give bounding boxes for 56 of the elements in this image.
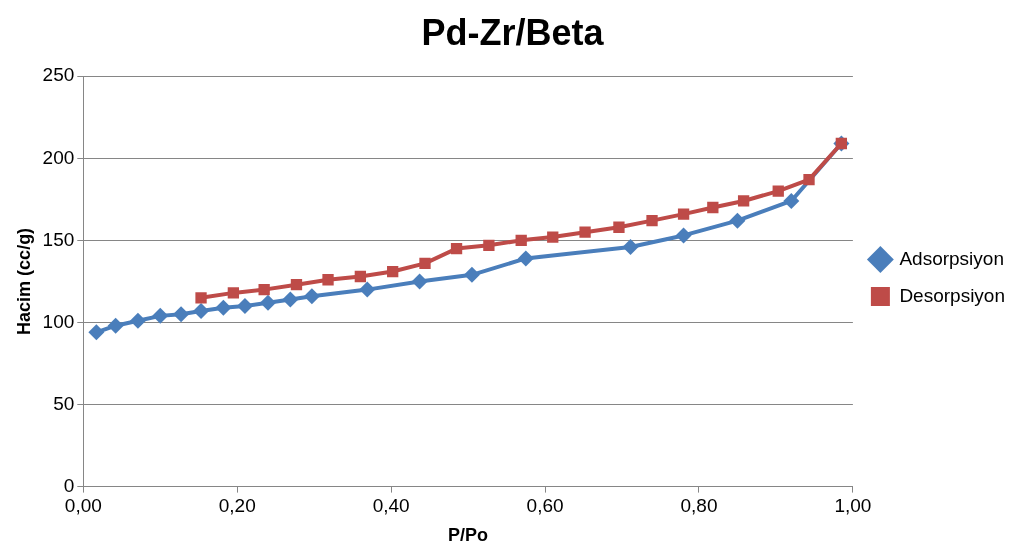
point — [707, 201, 719, 214]
point — [173, 306, 190, 323]
point — [450, 242, 463, 255]
point — [646, 215, 658, 227]
point — [411, 273, 428, 290]
y-tick-label: 100 — [42, 310, 75, 332]
point — [463, 266, 480, 283]
point — [282, 291, 299, 308]
point — [483, 239, 495, 251]
point — [517, 250, 534, 267]
point — [129, 312, 146, 329]
point — [359, 281, 376, 298]
point — [260, 294, 276, 311]
x-axis-title: P/Po — [448, 525, 489, 546]
point — [579, 226, 591, 238]
x-tick-label: 0,60 — [526, 495, 564, 517]
y-tick-label: 150 — [42, 228, 75, 250]
point — [675, 227, 692, 244]
point — [195, 292, 207, 304]
point — [803, 173, 815, 186]
chart-title: Pd-Zr/Beta — [421, 11, 605, 53]
point — [227, 287, 240, 299]
point — [515, 234, 527, 247]
y-axis-title: Hacim (cc/g) — [13, 227, 34, 335]
point — [387, 265, 399, 278]
point — [152, 307, 169, 324]
point — [107, 317, 124, 334]
y-tick-label: 250 — [42, 64, 75, 86]
point — [354, 270, 367, 283]
point — [88, 324, 105, 341]
point — [677, 208, 690, 220]
point — [547, 231, 559, 243]
x-tick-label: 0,20 — [218, 495, 256, 517]
point — [236, 298, 253, 315]
y-tick-label: 0 — [63, 474, 75, 496]
point — [783, 192, 800, 209]
point — [622, 238, 639, 255]
legend-label: Adsorpsiyon — [899, 247, 1004, 269]
point — [303, 288, 320, 305]
point — [419, 257, 431, 269]
point — [290, 279, 303, 291]
x-tick-label: 0,40 — [372, 495, 410, 517]
x-tick-label: 0,00 — [64, 495, 102, 517]
point — [193, 302, 210, 319]
point — [322, 274, 334, 286]
x-tick-label: 1,00 — [834, 495, 872, 517]
legend-label: Desorpsiyon — [899, 284, 1006, 306]
x-tick-label: 0,80 — [680, 495, 718, 517]
point — [729, 212, 746, 229]
point — [215, 299, 232, 316]
point — [613, 221, 625, 233]
y-tick-label: 200 — [42, 146, 75, 168]
point — [258, 283, 270, 296]
y-tick-label: 50 — [53, 392, 75, 414]
point — [772, 185, 784, 197]
point — [737, 195, 750, 207]
